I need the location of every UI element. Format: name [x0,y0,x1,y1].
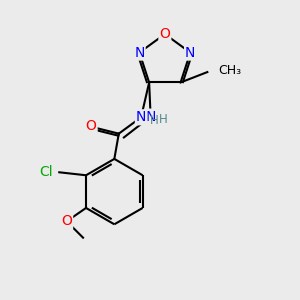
Text: N: N [146,110,156,124]
Text: O: O [159,27,170,41]
Text: N: N [136,110,146,124]
Text: H: H [149,114,158,127]
Text: Cl: Cl [40,165,53,179]
Text: CH₃: CH₃ [219,64,242,77]
Text: N: N [134,46,145,60]
Text: O: O [86,119,97,133]
Text: H: H [159,112,168,125]
Text: O: O [61,214,72,228]
Text: N: N [185,46,196,60]
